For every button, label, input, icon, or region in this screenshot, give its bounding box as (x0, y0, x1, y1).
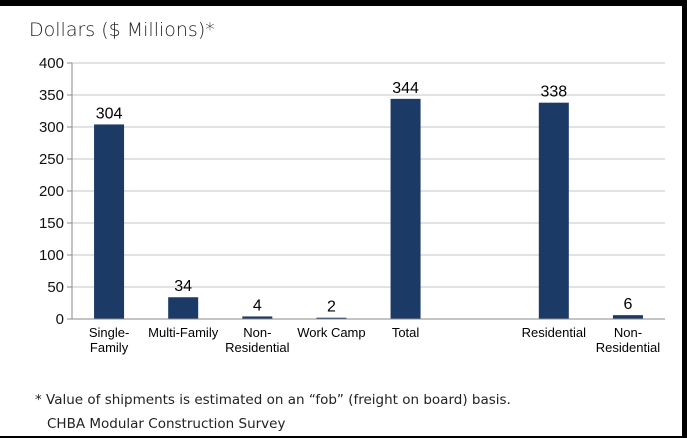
y-tick-label: 200 (39, 183, 64, 200)
axes (71, 63, 665, 320)
x-tick-label: Non- (243, 325, 271, 340)
y-axis-unit-label: Dollars ($ Millions)* (29, 19, 215, 41)
y-tick-label: 150 (39, 215, 64, 232)
y-tick-label: 50 (47, 279, 64, 296)
x-tick-label: Total (392, 325, 420, 340)
bar (168, 297, 199, 319)
x-tick-label: Non- (614, 325, 642, 340)
footnote: * Value of shipments is estimated on an … (35, 392, 511, 408)
data-label: 4 (253, 297, 262, 314)
bar (390, 98, 421, 319)
data-label: 344 (392, 80, 419, 97)
x-tick-label: Multi-Family (148, 325, 219, 340)
x-tick-label: Residential (596, 340, 660, 355)
y-tick-label: 0 (56, 311, 64, 328)
x-tick-label: Residential (225, 340, 289, 355)
bar (94, 124, 125, 319)
data-label: 338 (540, 84, 567, 101)
y-tick-label: 300 (39, 119, 64, 136)
y-tick-label: 400 (39, 55, 64, 72)
data-label: 304 (96, 105, 123, 122)
gridlines (72, 62, 665, 288)
x-tick-label: Single- (89, 325, 129, 340)
y-tick-label: 350 (39, 87, 64, 104)
x-tick-label: Work Camp (297, 325, 365, 340)
bar (538, 102, 569, 320)
data-label: 2 (327, 299, 336, 316)
data-label: 34 (174, 278, 192, 295)
y-axis-ticks: 0 50 100 150 200 250 300 350 400 (39, 55, 72, 328)
y-tick-label: 250 (39, 151, 64, 168)
bar (242, 316, 273, 319)
bar (612, 315, 643, 319)
x-tick-label: Residential (522, 325, 586, 340)
y-tick-label: 100 (39, 247, 64, 264)
source-note: CHBA Modular Construction Survey (47, 416, 286, 432)
chart-panel: Dollars ($ Millions)* 0 50 100 150 200 250 300… (0, 6, 684, 436)
data-label: 6 (623, 296, 632, 313)
x-tick-label: Family (90, 340, 129, 355)
bar (316, 317, 347, 319)
